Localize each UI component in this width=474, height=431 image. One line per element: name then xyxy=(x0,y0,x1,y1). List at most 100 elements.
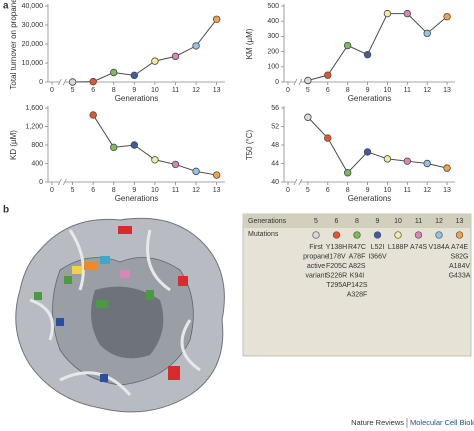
y-tick-label: 1,600 xyxy=(25,105,43,112)
generation-marker xyxy=(394,231,402,239)
y-axis-label: T50 (°C) xyxy=(245,130,254,161)
y-axis-label: KD (µM) xyxy=(9,130,18,160)
panel-label: b xyxy=(3,205,9,216)
x-tick-label: 0 xyxy=(286,187,290,194)
x-tick-label: 8 xyxy=(112,187,116,194)
y-tick-label: 100 xyxy=(267,64,279,71)
mutation: A74E xyxy=(451,244,468,251)
x-tick-label: 8 xyxy=(112,87,116,94)
mutation: A184V xyxy=(449,263,470,270)
data-point xyxy=(423,29,431,38)
y-tick-label: 40 xyxy=(271,179,279,186)
x-tick-label: 9 xyxy=(366,187,370,194)
x-tick-label: 12 xyxy=(192,187,200,194)
x-axis-label: Generations xyxy=(348,194,392,203)
generation-marker xyxy=(414,231,423,239)
axis-break xyxy=(294,79,301,85)
axis-break xyxy=(57,78,67,86)
y-tick-label: 0 xyxy=(39,79,43,86)
x-tick-label: 5 xyxy=(71,87,75,94)
x-tick-label: 0 xyxy=(50,87,54,94)
generation-header: 11 xyxy=(415,218,422,225)
data-point xyxy=(383,9,392,18)
axis-break xyxy=(59,179,66,185)
y-tick-label: 30,000 xyxy=(22,22,44,29)
x-tick-label: 5 xyxy=(306,187,310,194)
generation-header: 6 xyxy=(335,218,339,225)
x-axis-label: Generations xyxy=(115,94,159,103)
axis-break xyxy=(59,79,66,85)
data-point xyxy=(363,148,372,156)
y-tick-label: 44 xyxy=(271,160,279,167)
mutation: K94I xyxy=(350,272,364,279)
data-point xyxy=(212,171,221,179)
mutation: P142S xyxy=(346,282,367,289)
y-tick-label: 0 xyxy=(39,179,43,186)
data-point xyxy=(192,42,200,50)
mutation: S226R xyxy=(326,272,347,279)
mutation: V184A xyxy=(428,244,449,251)
x-tick-label: 8 xyxy=(346,87,350,94)
data-point xyxy=(151,57,159,65)
mutation: T295A xyxy=(326,282,347,289)
x-tick-label: 11 xyxy=(172,187,179,194)
generation-header: 5 xyxy=(314,218,318,225)
x-tick-label: 12 xyxy=(423,187,431,194)
x-tick-label: 12 xyxy=(423,87,431,94)
x-tick-label: 9 xyxy=(366,87,370,94)
data-point xyxy=(343,41,352,50)
generation-marker xyxy=(353,231,361,239)
y-tick-label: 800 xyxy=(31,142,43,149)
y-tick-label: 48 xyxy=(271,142,279,149)
x-tick-label: 0 xyxy=(50,187,54,194)
mutation: A328F xyxy=(347,291,368,298)
x-tick-label: 6 xyxy=(326,187,330,194)
data-point xyxy=(151,156,159,164)
data-point xyxy=(324,134,332,142)
x-tick-label: 9 xyxy=(132,187,136,194)
data-point xyxy=(403,9,412,18)
mutation: F205C xyxy=(326,263,347,270)
x-tick-label: 13 xyxy=(213,87,221,94)
footer-section: Molecular Cell Biology xyxy=(410,418,474,427)
generation-header: 10 xyxy=(394,218,402,225)
mutation: I366V xyxy=(368,253,387,260)
y-tick-label: 200 xyxy=(267,48,279,55)
mutation: variant xyxy=(305,272,326,279)
x-tick-label: 11 xyxy=(404,187,411,194)
mutation: A74S xyxy=(410,244,427,251)
data-point xyxy=(324,71,332,79)
mutation-table: Generations Mutations 5 First propane activ… xyxy=(242,213,472,357)
y-tick-label: 1,200 xyxy=(25,123,43,130)
mutation: A78F xyxy=(349,253,366,260)
y-axis-label: KM (µM) xyxy=(245,28,254,59)
y-tick-label: 400 xyxy=(31,160,43,167)
data-point xyxy=(171,160,180,169)
mutation: First xyxy=(309,244,323,251)
y-tick-label: 400 xyxy=(267,18,279,25)
generation-marker xyxy=(435,231,443,239)
mutation: active xyxy=(307,263,325,270)
axis-break xyxy=(293,78,303,86)
x-tick-label: 5 xyxy=(306,87,310,94)
generation-header: 9 xyxy=(376,218,380,225)
mutation: S82G xyxy=(451,253,469,260)
mutation: propane xyxy=(303,253,329,260)
generation-marker xyxy=(312,231,320,239)
x-tick-label: 0 xyxy=(286,87,290,94)
y-tick-label: 52 xyxy=(271,123,279,130)
panel-label: a xyxy=(3,1,9,12)
mutation: G433A xyxy=(449,272,471,279)
data-point xyxy=(110,143,118,152)
generation-header: 13 xyxy=(456,218,464,225)
x-tick-label: 12 xyxy=(192,87,200,94)
y-tick-label: 40,000 xyxy=(22,3,44,10)
axis-break xyxy=(293,178,303,186)
table-row-label: Mutations xyxy=(248,231,279,238)
x-tick-label: 13 xyxy=(213,187,221,194)
generation-header: 8 xyxy=(355,218,359,225)
x-tick-label: 10 xyxy=(384,187,392,194)
x-axis-label: Generations xyxy=(115,194,159,203)
x-tick-label: 6 xyxy=(91,187,95,194)
x-tick-label: 10 xyxy=(151,187,159,194)
